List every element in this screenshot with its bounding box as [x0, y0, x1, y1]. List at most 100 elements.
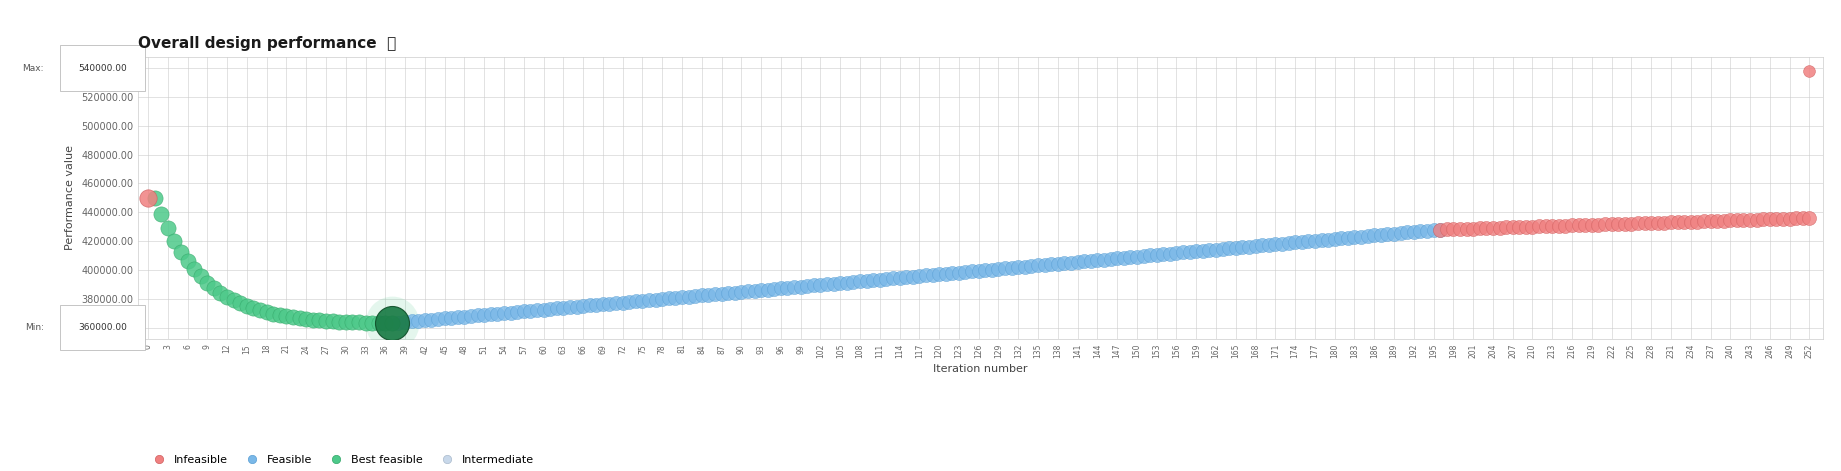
Point	[1716, 217, 1745, 224]
Point	[457, 312, 486, 320]
Text: Min:: Min:	[24, 323, 44, 332]
Point	[469, 311, 499, 319]
Point	[416, 316, 446, 324]
Point	[687, 292, 716, 299]
Point	[528, 306, 558, 313]
Point	[1458, 225, 1488, 232]
Point	[390, 318, 420, 326]
Point	[232, 302, 261, 310]
Point	[904, 272, 933, 280]
Point	[1108, 254, 1138, 261]
Point	[648, 295, 677, 303]
Point	[1537, 222, 1567, 230]
Point	[1340, 234, 1370, 241]
Point	[133, 194, 162, 202]
Point	[932, 270, 961, 277]
Point	[1708, 217, 1738, 225]
Point	[1407, 227, 1436, 235]
Point	[1762, 215, 1791, 223]
Point	[365, 319, 394, 327]
Point	[298, 316, 328, 324]
Point	[681, 292, 711, 300]
Point	[1359, 232, 1388, 239]
Point	[523, 307, 552, 314]
Point	[733, 288, 762, 295]
X-axis label: Iteration number: Iteration number	[933, 364, 1027, 374]
Point	[1090, 256, 1119, 263]
Point	[1175, 248, 1204, 256]
Point	[160, 237, 190, 244]
Point	[352, 319, 381, 326]
Point	[1083, 256, 1112, 264]
Point	[919, 271, 948, 279]
Point	[377, 319, 407, 327]
Point	[1274, 239, 1303, 247]
Point	[998, 264, 1027, 272]
Point	[1062, 258, 1092, 266]
Point	[1103, 255, 1132, 262]
Point	[1570, 221, 1600, 229]
Point	[1136, 252, 1165, 259]
Point	[1412, 227, 1442, 235]
Point	[620, 298, 650, 305]
Point	[924, 270, 954, 278]
Point	[1642, 219, 1672, 227]
Point	[1254, 241, 1283, 249]
Point	[1563, 221, 1592, 229]
Point	[1123, 253, 1152, 260]
Y-axis label: Performance value: Performance value	[66, 146, 75, 250]
Point	[1471, 224, 1500, 232]
Point	[1379, 230, 1408, 237]
Point	[1346, 233, 1375, 240]
Point	[337, 318, 366, 326]
Point	[490, 309, 519, 317]
Point	[1353, 232, 1383, 240]
Point	[344, 319, 374, 326]
Point	[462, 312, 492, 319]
Point	[654, 295, 683, 302]
Point	[1195, 246, 1224, 254]
Point	[1578, 221, 1607, 228]
Point	[1478, 224, 1508, 232]
Point	[311, 317, 341, 325]
Point	[431, 315, 460, 322]
Point	[666, 293, 696, 301]
Point	[911, 272, 941, 279]
Point	[1662, 219, 1692, 226]
Point	[1373, 230, 1403, 238]
Point	[1517, 223, 1546, 230]
Point	[865, 276, 895, 284]
Point	[1202, 246, 1232, 253]
Point	[825, 279, 854, 287]
Point	[515, 307, 545, 315]
Point	[331, 318, 361, 325]
Point	[1221, 244, 1250, 252]
Point	[1795, 214, 1824, 222]
Point	[549, 304, 578, 312]
Point	[1187, 247, 1217, 254]
Point	[1675, 218, 1705, 226]
Point	[1511, 223, 1541, 231]
Point	[937, 269, 967, 277]
Point	[1208, 245, 1237, 253]
Point	[436, 314, 466, 322]
Point	[852, 277, 882, 284]
Point	[574, 302, 604, 309]
Point	[324, 318, 353, 325]
Point	[377, 319, 407, 327]
Point	[1795, 67, 1824, 75]
Point	[239, 305, 269, 312]
Point	[495, 309, 525, 317]
Point	[1611, 220, 1640, 227]
Point	[1182, 248, 1211, 255]
Point	[226, 300, 256, 307]
Point	[536, 305, 565, 313]
Point	[845, 277, 874, 285]
Point	[714, 289, 744, 297]
Point	[1294, 237, 1324, 245]
Point	[1154, 250, 1184, 258]
Point	[1320, 235, 1349, 243]
Point	[1425, 226, 1454, 233]
Point	[891, 274, 920, 281]
Point	[1366, 231, 1395, 239]
